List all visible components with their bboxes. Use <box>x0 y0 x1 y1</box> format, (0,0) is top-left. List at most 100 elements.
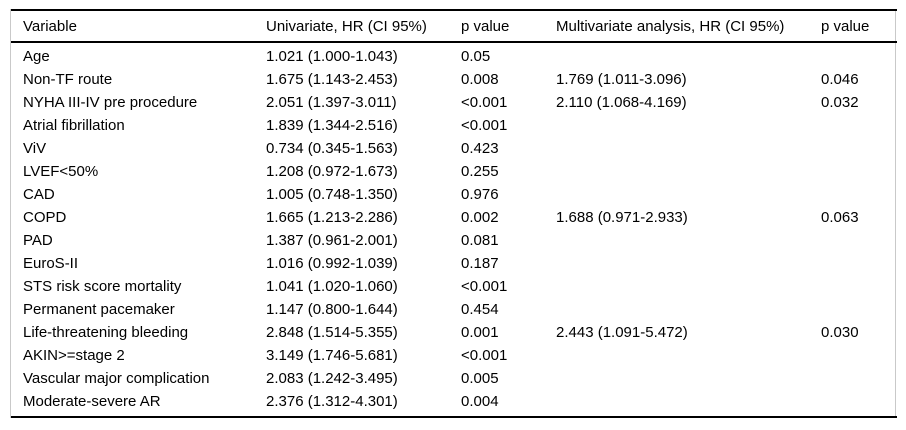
cell-multi-hr <box>556 390 821 417</box>
table-row: Atrial fibrillation 1.839 (1.344-2.516) <0… <box>11 114 897 137</box>
table-row: NYHA III-IV pre procedure 2.051 (1.397-3.… <box>11 91 897 114</box>
cell-variable: Non-TF route <box>23 71 113 88</box>
cell-uni-hr: 1.208 (0.972-1.673) <box>266 163 398 180</box>
cell-multi-hr <box>556 137 821 160</box>
table-row: Non-TF route 1.675 (1.143-2.453) 0.008 1.76… <box>11 68 897 91</box>
cell-multi-p: 0.030 <box>821 324 859 341</box>
regression-results-table: Variable Univariate, HR (CI 95%) p value Mu… <box>11 9 897 418</box>
cell-variable: Moderate-severe AR <box>23 393 161 410</box>
cell-variable: ViV <box>23 140 47 157</box>
cell-multi-p <box>821 344 897 367</box>
table-row: EuroS-II 1.016 (0.992-1.039) 0.187 <box>11 252 897 275</box>
cell-uni-hr: 1.041 (1.020-1.060) <box>266 278 398 295</box>
cell-multi-p <box>821 114 897 137</box>
cell-uni-hr: 1.021 (1.000-1.043) <box>266 48 398 65</box>
table-row: STS risk score mortality 1.041 (1.020-1.0… <box>11 275 897 298</box>
cell-variable: Permanent pacemaker <box>23 301 175 318</box>
cell-uni-p: 0.001 <box>461 324 499 341</box>
cell-multi-hr: 1.769 (1.011-3.096) <box>556 71 687 88</box>
column-header: Multivariate analysis, HR (CI 95%) <box>556 17 785 35</box>
cell-multi-p <box>821 367 897 390</box>
cell-uni-hr: 1.005 (0.748-1.350) <box>266 186 398 203</box>
cell-multi-hr <box>556 160 821 183</box>
cell-multi-hr: 1.688 (0.971-2.933) <box>556 209 688 226</box>
cell-uni-hr: 1.839 (1.344-2.516) <box>266 117 398 134</box>
cell-multi-p <box>821 275 897 298</box>
cell-multi-hr <box>556 275 821 298</box>
cell-multi-hr <box>556 114 821 137</box>
cell-uni-hr: 1.147 (0.800-1.644) <box>266 301 398 318</box>
table-header: Variable Univariate, HR (CI 95%) p value Mu… <box>11 10 897 42</box>
cell-multi-hr: 2.110 (1.068-4.169) <box>556 94 687 111</box>
table-row: Vascular major complication 2.083 (1.242-… <box>11 367 897 390</box>
cell-variable: Atrial fibrillation <box>23 117 125 134</box>
cell-uni-hr: 2.848 (1.514-5.355) <box>266 324 398 341</box>
cell-multi-p <box>821 229 897 252</box>
cell-variable: Vascular major complication <box>23 370 210 387</box>
cell-multi-hr: 2.443 (1.091-5.472) <box>556 324 688 341</box>
cell-uni-p: 0.004 <box>461 393 499 410</box>
cell-multi-p <box>821 183 897 206</box>
table-row: ViV 0.734 (0.345-1.563) 0.423 <box>11 137 897 160</box>
cell-uni-hr: 1.387 (0.961-2.001) <box>266 232 398 249</box>
cell-multi-hr <box>556 252 821 275</box>
cell-multi-p <box>821 42 897 68</box>
cell-multi-hr <box>556 183 821 206</box>
table-row: Age 1.021 (1.000-1.043) 0.05 <box>11 42 897 68</box>
cell-multi-p <box>821 390 897 417</box>
cell-uni-p: <0.001 <box>461 347 508 364</box>
column-header: p value <box>821 17 870 35</box>
cell-uni-p: 0.423 <box>461 140 499 157</box>
cell-uni-hr: 1.665 (1.213-2.286) <box>266 209 398 226</box>
cell-multi-hr <box>556 42 821 68</box>
cell-uni-p: 0.454 <box>461 301 499 318</box>
cell-variable: COPD <box>23 209 67 226</box>
cell-variable: STS risk score mortality <box>23 278 182 295</box>
cell-uni-hr: 3.149 (1.746-5.681) <box>266 347 398 364</box>
cell-uni-hr: 1.675 (1.143-2.453) <box>266 71 398 88</box>
cell-uni-p: 0.187 <box>461 255 499 272</box>
cell-multi-p <box>821 137 897 160</box>
cell-multi-hr <box>556 344 821 367</box>
regression-results-table-wrap: Variable Univariate, HR (CI 95%) p value Mu… <box>10 9 897 418</box>
cell-uni-hr: 0.734 (0.345-1.563) <box>266 140 398 157</box>
cell-multi-hr <box>556 229 821 252</box>
cell-uni-p: <0.001 <box>461 117 508 134</box>
table-row: COPD 1.665 (1.213-2.286) 0.002 1.688 (0.971… <box>11 206 897 229</box>
cell-uni-hr: 2.051 (1.397-3.011) <box>266 94 397 111</box>
table-body: Age 1.021 (1.000-1.043) 0.05 Non-TF route 1.… <box>11 42 897 417</box>
cell-uni-hr: 2.376 (1.312-4.301) <box>266 393 398 410</box>
cell-uni-p: 0.05 <box>461 48 491 65</box>
cell-variable: AKIN>=stage 2 <box>23 347 125 364</box>
cell-variable: EuroS-II <box>23 255 79 272</box>
cell-variable: NYHA III-IV pre procedure <box>23 94 198 111</box>
cell-multi-p <box>821 298 897 321</box>
cell-uni-p: <0.001 <box>461 94 508 111</box>
table-row: AKIN>=stage 2 3.149 (1.746-5.681) <0.001 <box>11 344 897 367</box>
cell-uni-p: 0.002 <box>461 209 499 226</box>
cell-uni-p: <0.001 <box>461 278 508 295</box>
cell-uni-p: 0.008 <box>461 71 499 88</box>
table-row: Permanent pacemaker 1.147 (0.800-1.644) 0.… <box>11 298 897 321</box>
cell-variable: LVEF<50% <box>23 163 99 180</box>
table-row: LVEF<50% 1.208 (0.972-1.673) 0.255 <box>11 160 897 183</box>
table-row: PAD 1.387 (0.961-2.001) 0.081 <box>11 229 897 252</box>
cell-multi-hr <box>556 367 821 390</box>
table-row: Moderate-severe AR 2.376 (1.312-4.301) 0.0… <box>11 390 897 417</box>
table-row: Life-threatening bleeding 2.848 (1.514-5.… <box>11 321 897 344</box>
cell-variable: Life-threatening bleeding <box>23 324 189 341</box>
column-header: p value <box>461 17 510 35</box>
cell-uni-p: 0.976 <box>461 186 499 203</box>
header-row: Variable Univariate, HR (CI 95%) p value Mu… <box>11 10 897 42</box>
cell-variable: PAD <box>23 232 53 249</box>
cell-uni-p: 0.081 <box>461 232 499 249</box>
cell-multi-p <box>821 160 897 183</box>
cell-multi-p: 0.032 <box>821 94 859 111</box>
column-header: Univariate, HR (CI 95%) <box>266 17 427 35</box>
cell-multi-p <box>821 252 897 275</box>
cell-uni-p: 0.255 <box>461 163 499 180</box>
cell-variable: Age <box>23 48 50 65</box>
cell-uni-hr: 1.016 (0.992-1.039) <box>266 255 398 272</box>
table-row: CAD 1.005 (0.748-1.350) 0.976 <box>11 183 897 206</box>
cell-multi-p: 0.046 <box>821 71 859 88</box>
